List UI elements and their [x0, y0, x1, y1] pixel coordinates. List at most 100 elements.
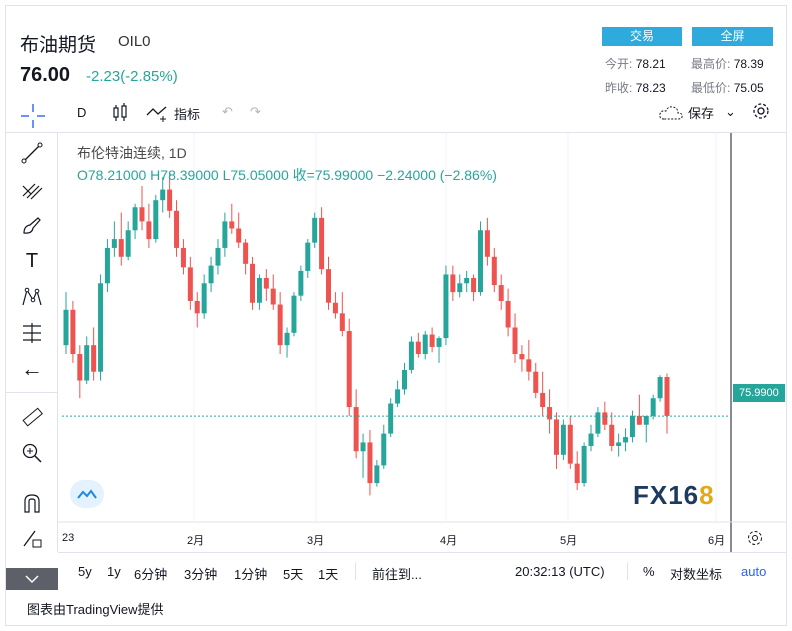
- candle-body: [332, 302, 338, 314]
- clock-timezone[interactable]: 20:32:13 (UTC): [515, 564, 605, 579]
- candle-body: [408, 341, 414, 370]
- instrument-name: 布油期货: [20, 35, 97, 56]
- brush-icon: [23, 217, 41, 234]
- candle-body: [471, 277, 477, 293]
- save-button[interactable]: 保存: [658, 103, 714, 122]
- candle-body: [187, 267, 193, 301]
- candle-body: [298, 270, 304, 296]
- prediction-tool[interactable]: [19, 320, 45, 346]
- range-1y[interactable]: 1y: [107, 564, 121, 579]
- candle-body: [208, 265, 214, 284]
- x-label-apr: 4月: [440, 535, 458, 547]
- indicators-icon: [146, 106, 167, 122]
- text-tool[interactable]: T: [19, 248, 45, 274]
- stat-open: 今开: 78.21: [605, 57, 666, 71]
- candle-body: [167, 189, 173, 211]
- candle-body: [636, 415, 642, 425]
- candle-body: [616, 442, 622, 446]
- magnet-icon: [24, 494, 40, 513]
- tradingview-logo[interactable]: [70, 480, 104, 508]
- candle-body: [540, 392, 546, 408]
- candle-body: [422, 334, 428, 355]
- interval-button[interactable]: D: [77, 105, 87, 120]
- panel-collapse-button[interactable]: [6, 568, 58, 590]
- candle-body: [443, 274, 449, 339]
- undo-button[interactable]: ↶: [222, 104, 233, 120]
- pattern-tool[interactable]: [19, 284, 45, 310]
- candle-body: [180, 247, 186, 268]
- range-1min[interactable]: 1分钟: [234, 567, 268, 582]
- candle-body: [360, 442, 366, 452]
- candle-body: [160, 189, 166, 201]
- candle-body: [505, 300, 511, 328]
- percent-toggle[interactable]: %: [643, 564, 655, 579]
- candle-body: [567, 424, 573, 464]
- arrow-left-icon: ←: [21, 356, 43, 381]
- candle-body: [91, 345, 97, 372]
- chart-type-button[interactable]: [111, 103, 129, 126]
- x-label-23: 23: [62, 532, 75, 544]
- candle-body: [132, 207, 138, 231]
- redo-button[interactable]: ↷: [250, 104, 261, 120]
- price-change: -2.23(-2.85%): [86, 68, 178, 85]
- candle-body: [629, 415, 635, 438]
- cloud-icon: [659, 105, 683, 119]
- candle-body: [346, 331, 352, 408]
- range-1d[interactable]: 1天: [318, 567, 339, 582]
- fullscreen-button[interactable]: 全屏: [692, 27, 773, 46]
- fx168-watermark: FX168: [633, 480, 715, 510]
- ruler-tool[interactable]: [19, 404, 45, 430]
- candle-body: [125, 230, 131, 257]
- range-5d[interactable]: 5天: [283, 567, 304, 582]
- candle-body: [623, 437, 629, 443]
- candle-body: [595, 412, 601, 434]
- instrument-code: OIL0: [118, 33, 151, 50]
- indicators-button[interactable]: 指标: [146, 103, 200, 123]
- trendline-tool[interactable]: [19, 140, 45, 166]
- candle-body: [553, 419, 559, 455]
- auto-scale-toggle[interactable]: auto: [741, 564, 767, 579]
- candle-body: [250, 263, 256, 303]
- candle-body: [464, 277, 470, 284]
- axis-settings-button[interactable]: [746, 529, 764, 552]
- candle-body: [526, 359, 532, 372]
- settings-button[interactable]: [751, 101, 771, 124]
- goto-date-button[interactable]: 前往到...: [372, 567, 422, 582]
- candle-body: [291, 295, 297, 333]
- pencil-lock-icon: [23, 530, 42, 548]
- text-icon: T: [25, 249, 39, 272]
- fib-tool[interactable]: [19, 176, 45, 202]
- candle-body: [174, 210, 180, 248]
- zoom-tool[interactable]: [19, 440, 45, 466]
- zoom-in-icon: [22, 443, 42, 463]
- candle-body: [70, 309, 76, 355]
- log-scale-toggle[interactable]: 对数坐标: [670, 567, 723, 582]
- brush-tool[interactable]: [19, 212, 45, 238]
- stat-high: 最高价: 78.39: [691, 57, 764, 71]
- legend-ohlc: O78.21000 H78.39000 L75.05000 收=75.99000…: [77, 167, 497, 183]
- crosshair-tool[interactable]: [20, 103, 46, 132]
- trade-button[interactable]: 交易: [602, 27, 682, 46]
- lock-draw-tool[interactable]: [19, 525, 45, 551]
- stat-prev-close: 昨收: 78.23: [605, 81, 666, 95]
- candle-body: [491, 256, 497, 286]
- candle-body: [588, 433, 594, 446]
- x-label-feb: 2月: [187, 535, 205, 547]
- candle-body: [305, 242, 311, 271]
- tradingview-credit[interactable]: 图表由TradingView提供: [27, 602, 164, 617]
- pitchfork-icon: [22, 183, 43, 200]
- stat-low: 最低价: 75.05: [691, 81, 764, 95]
- candle-body: [498, 285, 504, 301]
- range-5y[interactable]: 5y: [78, 564, 92, 579]
- candle-body: [436, 338, 442, 347]
- magnet-tool[interactable]: [19, 490, 45, 516]
- back-tool[interactable]: ←: [19, 356, 45, 382]
- save-dropdown[interactable]: ⌄: [725, 104, 736, 120]
- redo-icon: ↷: [250, 104, 261, 119]
- candle-body: [477, 230, 483, 293]
- range-3min[interactable]: 3分钟: [184, 567, 218, 582]
- candle-body: [104, 247, 110, 284]
- candle-body: [263, 277, 269, 289]
- range-6min[interactable]: 6分钟: [134, 567, 168, 582]
